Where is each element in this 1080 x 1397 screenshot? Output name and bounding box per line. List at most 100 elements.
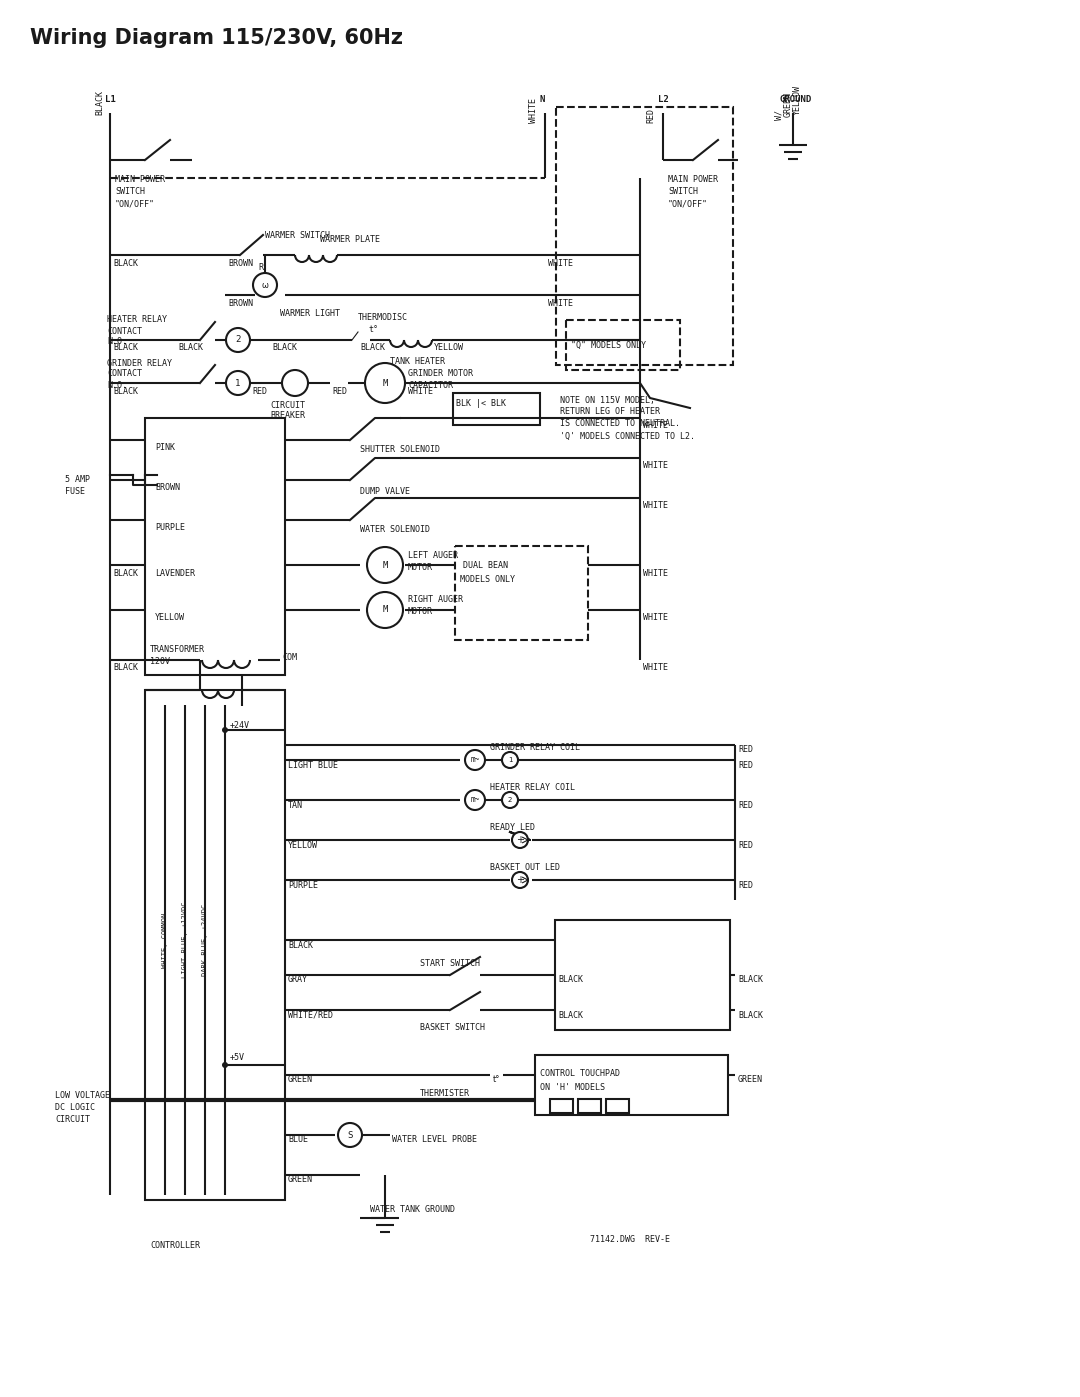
Text: BLUE: BLUE	[288, 1136, 308, 1144]
Text: BLACK: BLACK	[738, 975, 762, 985]
Text: "ON/OFF": "ON/OFF"	[669, 200, 708, 208]
Text: TAN: TAN	[288, 800, 303, 809]
Text: BLACK: BLACK	[738, 1010, 762, 1020]
Text: +: +	[516, 875, 524, 886]
Text: YELLOW: YELLOW	[156, 613, 185, 623]
Text: WARMER SWITCH: WARMER SWITCH	[265, 231, 330, 239]
Text: IS CONNECTED TO NEUTRAL.: IS CONNECTED TO NEUTRAL.	[561, 419, 680, 429]
Text: L2: L2	[658, 95, 669, 105]
Text: GRINDER MOTOR: GRINDER MOTOR	[408, 369, 473, 377]
Text: YELLOW: YELLOW	[288, 841, 318, 849]
Text: WHITE: WHITE	[548, 258, 573, 267]
Text: SWITCH: SWITCH	[669, 187, 698, 197]
Text: BASKET SWITCH: BASKET SWITCH	[420, 1024, 485, 1032]
Text: ω: ω	[261, 281, 269, 289]
Circle shape	[367, 548, 403, 583]
Text: WARMER LIGHT: WARMER LIGHT	[280, 309, 340, 317]
Circle shape	[226, 328, 249, 352]
Text: GROUND: GROUND	[780, 95, 812, 105]
Bar	[555, 921, 730, 1030]
Circle shape	[282, 370, 308, 395]
Text: MAIN POWER: MAIN POWER	[114, 176, 165, 184]
Text: BROWN: BROWN	[228, 299, 253, 307]
Text: BLACK: BLACK	[113, 258, 138, 267]
Text: FUSE: FUSE	[65, 486, 85, 496]
Text: MAIN POWER: MAIN POWER	[669, 176, 718, 184]
Bar	[455, 546, 588, 640]
Bar	[578, 1099, 600, 1113]
Text: M: M	[382, 379, 388, 387]
Text: PINK: PINK	[156, 443, 175, 453]
Text: BASKET OUT LED: BASKET OUT LED	[490, 863, 561, 873]
Circle shape	[465, 750, 485, 770]
Text: WHITE: WHITE	[643, 422, 669, 430]
Circle shape	[222, 726, 228, 733]
Text: TRANSFORMER: TRANSFORMER	[150, 645, 205, 655]
Text: 5 AMP: 5 AMP	[65, 475, 90, 485]
Text: m~: m~	[471, 756, 480, 764]
Text: BLACK: BLACK	[360, 344, 384, 352]
Text: +5V: +5V	[230, 1053, 245, 1063]
Text: RED: RED	[738, 800, 753, 809]
Circle shape	[226, 372, 249, 395]
Text: WATER TANK GROUND: WATER TANK GROUND	[370, 1206, 455, 1214]
Text: CONTACT: CONTACT	[107, 369, 141, 379]
Text: WHITE: WHITE	[643, 569, 669, 577]
Bar	[535, 1055, 728, 1115]
Text: BROWN: BROWN	[228, 258, 253, 267]
Text: THERMISTER: THERMISTER	[420, 1088, 470, 1098]
Text: BLACK: BLACK	[558, 1010, 583, 1020]
Text: N.O.: N.O.	[107, 380, 127, 390]
Text: THERMODISC: THERMODISC	[357, 313, 408, 323]
Text: RED: RED	[738, 746, 753, 754]
Text: RETURN LEG OF HEATER: RETURN LEG OF HEATER	[561, 408, 660, 416]
Text: RED: RED	[738, 760, 753, 770]
Text: RED: RED	[738, 841, 753, 849]
Circle shape	[367, 592, 403, 629]
Text: WHITE, COMMON: WHITE, COMMON	[162, 912, 168, 968]
Text: CONTROL TOUCHPAD: CONTROL TOUCHPAD	[540, 1069, 620, 1077]
Text: WHITE: WHITE	[643, 664, 669, 672]
Text: PURPLE: PURPLE	[288, 880, 318, 890]
Text: RED: RED	[332, 387, 347, 395]
Text: WARMER PLATE: WARMER PLATE	[320, 236, 380, 244]
Text: SWITCH: SWITCH	[114, 187, 145, 197]
Bar	[145, 690, 285, 1200]
Bar	[566, 320, 680, 370]
Text: START SWITCH: START SWITCH	[420, 958, 480, 968]
Text: LOW VOLTAGE: LOW VOLTAGE	[55, 1091, 110, 1099]
Circle shape	[338, 1123, 362, 1147]
Text: YELLOW: YELLOW	[793, 85, 801, 115]
Text: DUAL BEAN: DUAL BEAN	[463, 562, 508, 570]
Text: MODELS ONLY: MODELS ONLY	[460, 574, 515, 584]
Text: BLACK: BLACK	[113, 664, 138, 672]
Bar	[550, 1099, 573, 1113]
Text: t°: t°	[492, 1074, 500, 1084]
Circle shape	[222, 1062, 228, 1067]
Text: DC LOGIC: DC LOGIC	[55, 1102, 95, 1112]
Text: BLACK: BLACK	[272, 344, 297, 352]
Text: Grind’n Brew® Coffee Systems: Grind’n Brew® Coffee Systems	[779, 1361, 1058, 1379]
Text: DUMP VALVE: DUMP VALVE	[360, 488, 410, 496]
Text: Page 22: Page 22	[22, 1361, 92, 1379]
Text: GRINDER RELAY: GRINDER RELAY	[107, 359, 172, 367]
Text: PURPLE: PURPLE	[156, 524, 185, 532]
Bar	[145, 418, 285, 675]
Text: BLACK: BLACK	[288, 940, 313, 950]
Text: WHITE: WHITE	[643, 461, 669, 471]
Text: GRAY: GRAY	[288, 975, 308, 985]
Text: GREEN: GREEN	[738, 1076, 762, 1084]
Text: BREAKER: BREAKER	[270, 412, 305, 420]
Text: N.O.: N.O.	[107, 338, 127, 346]
Text: WHITE: WHITE	[408, 387, 433, 395]
Text: Wiring Diagram 115/230V, 60Hz: Wiring Diagram 115/230V, 60Hz	[30, 28, 403, 47]
Text: LEFT AUGER: LEFT AUGER	[408, 550, 458, 560]
Text: WHITE: WHITE	[643, 502, 669, 510]
Text: CAPACITOR: CAPACITOR	[408, 380, 453, 390]
Text: WHITE: WHITE	[528, 98, 538, 123]
Text: N: N	[540, 95, 545, 105]
Text: YELLOW: YELLOW	[434, 344, 464, 352]
Text: BLACK: BLACK	[113, 344, 138, 352]
Text: 71142.DWG  REV-E: 71142.DWG REV-E	[590, 1235, 670, 1245]
Text: +24V: +24V	[230, 721, 249, 729]
